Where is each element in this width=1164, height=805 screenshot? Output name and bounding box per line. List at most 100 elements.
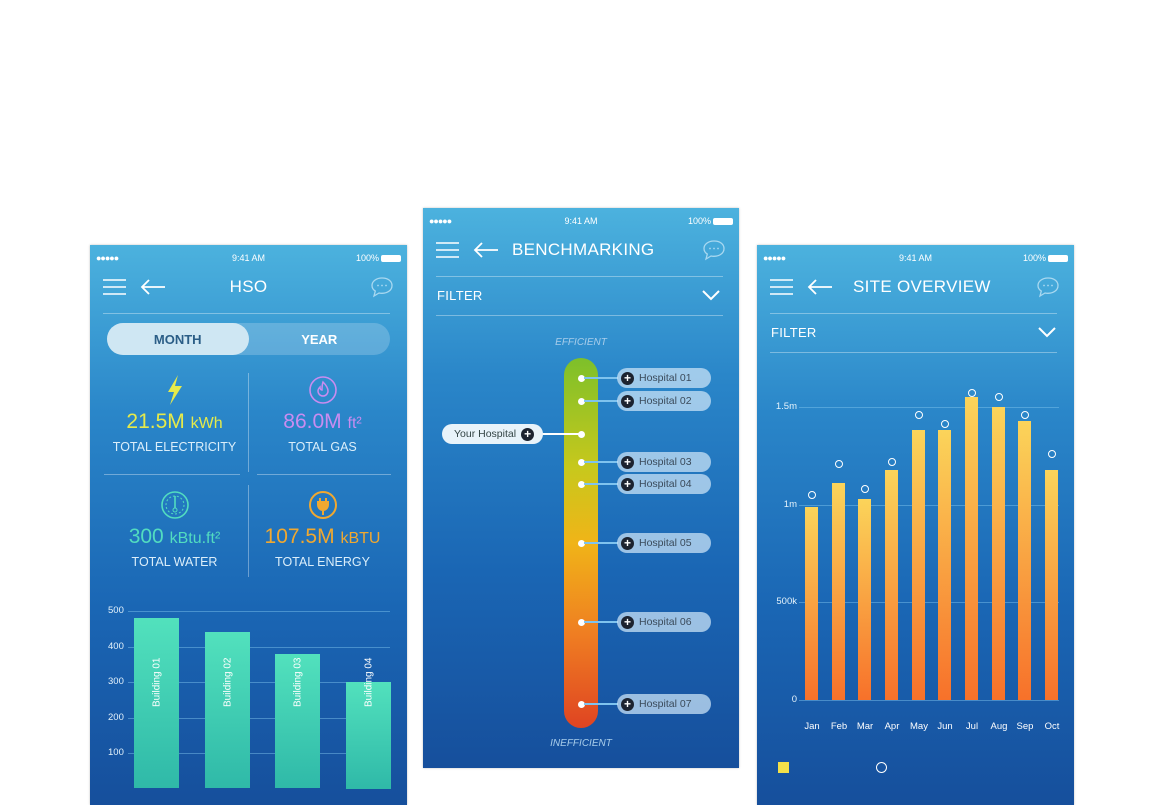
chevron-down-icon[interactable] [1038,326,1056,338]
add-icon: + [621,615,634,629]
signal-icon: ●●●●● [763,253,786,263]
y-tick-label: 0 [791,694,797,705]
hospital-pill[interactable]: + Hospital 05 [617,533,711,553]
divider [257,474,391,475]
divider [248,373,249,472]
hospital-pill[interactable]: + Hospital 02 [617,391,711,411]
hospital-name: Hospital 07 [639,698,692,710]
tile-water: 300 kBtu.ft² TOTAL WATER [102,490,247,569]
divider [770,313,1057,314]
category-label: Building 01 [151,657,162,707]
divider [436,315,723,316]
x-tick-label: Apr [884,721,900,732]
hospital-name: Hospital 06 [639,616,692,628]
bar [912,430,925,700]
hospital-pill[interactable]: + Hospital 04 [617,474,711,494]
marker-dot [577,539,585,547]
connector [584,703,618,705]
battery: 100% [1023,253,1068,263]
marker [860,484,869,493]
chevron-down-icon[interactable] [702,289,720,301]
plug-icon [308,491,337,519]
marker [940,420,949,429]
divider [104,474,240,475]
connector [584,461,618,463]
add-icon: + [621,394,634,408]
hospital-pill[interactable]: + Hospital 06 [617,612,711,632]
filter-dropdown[interactable]: FILTER [771,325,817,340]
y-tick-label: 200 [108,711,124,723]
page-title: HSO [229,277,268,296]
gas-value: 86.0M ft² [283,410,362,433]
bar [858,498,871,700]
x-tick-label: Sep [1016,721,1034,732]
x-tick-label: Feb [830,721,848,732]
marker [807,490,816,499]
bar [1018,420,1031,700]
marker [914,410,923,419]
your-hospital-pill[interactable]: Your Hospital + [442,424,543,444]
flame-icon [308,376,337,404]
y-tick-label: 500k [776,596,797,608]
y-tick-label: 300 [108,676,124,687]
add-icon: + [621,477,634,491]
battery-icon [1048,254,1068,262]
hospital-pill[interactable]: + Hospital 07 [617,694,711,714]
hamburger-menu-icon[interactable] [436,241,460,259]
marker [1047,449,1056,458]
bar [965,397,978,700]
hospital-name: Hospital 03 [639,456,692,468]
your-marker-dot [577,430,585,438]
x-tick-label: Mar [856,721,874,732]
hamburger-menu-icon[interactable] [770,278,794,296]
hospital-pill[interactable]: + Hospital 03 [617,452,711,472]
energy-label: TOTAL ENERGY [275,555,370,569]
connector [584,400,618,402]
divider [770,352,1057,353]
status-bar: ●●●●● 9:41 AM 100% [423,216,739,228]
marker [994,393,1003,402]
gridline [128,611,390,612]
y-tick-label: 500 [108,605,124,616]
back-arrow-icon[interactable] [473,241,499,259]
battery-label: 100% [1022,253,1046,263]
signal-icon: ●●●●● [429,216,452,226]
add-icon: + [621,455,634,469]
hospital-name: Hospital 01 [639,372,692,384]
back-arrow-icon[interactable] [140,278,166,296]
gridline [799,407,1059,408]
chat-icon[interactable] [702,239,726,261]
marker [967,389,976,398]
chat-icon[interactable] [1036,276,1060,298]
connector [584,377,618,379]
battery-label: 100% [687,216,711,226]
gridline [128,753,390,754]
bar [805,506,818,700]
chat-icon[interactable] [370,276,394,298]
toggle-month[interactable]: MONTH [107,323,249,355]
add-icon: + [521,427,535,441]
marker-dot [577,458,585,466]
back-arrow-icon[interactable] [807,278,833,296]
hospital-pill[interactable]: + Hospital 01 [617,368,711,388]
gridline [128,646,390,648]
marker [887,457,896,466]
bar [885,469,898,700]
x-tick-label: Jul [965,721,979,732]
add-icon: + [621,371,634,385]
gauge-icon [160,491,189,519]
water-value: 300 kBtu.ft² [128,525,221,548]
filter-dropdown[interactable]: FILTER [437,288,483,303]
toggle-year[interactable]: YEAR [301,331,338,347]
hamburger-menu-icon[interactable] [103,278,127,296]
tile-gas: 86.0M ft² TOTAL GAS [250,375,395,454]
x-tick-label: Jun [937,721,953,732]
bar [992,407,1005,700]
y-tick-label: 1m [783,498,797,510]
divider [103,313,390,314]
hospital-name: Hospital 02 [639,395,692,407]
water-label: TOTAL WATER [131,555,218,569]
period-toggle[interactable]: MONTH YEAR [107,323,390,355]
marker-dot [577,397,585,405]
bar [938,430,951,700]
